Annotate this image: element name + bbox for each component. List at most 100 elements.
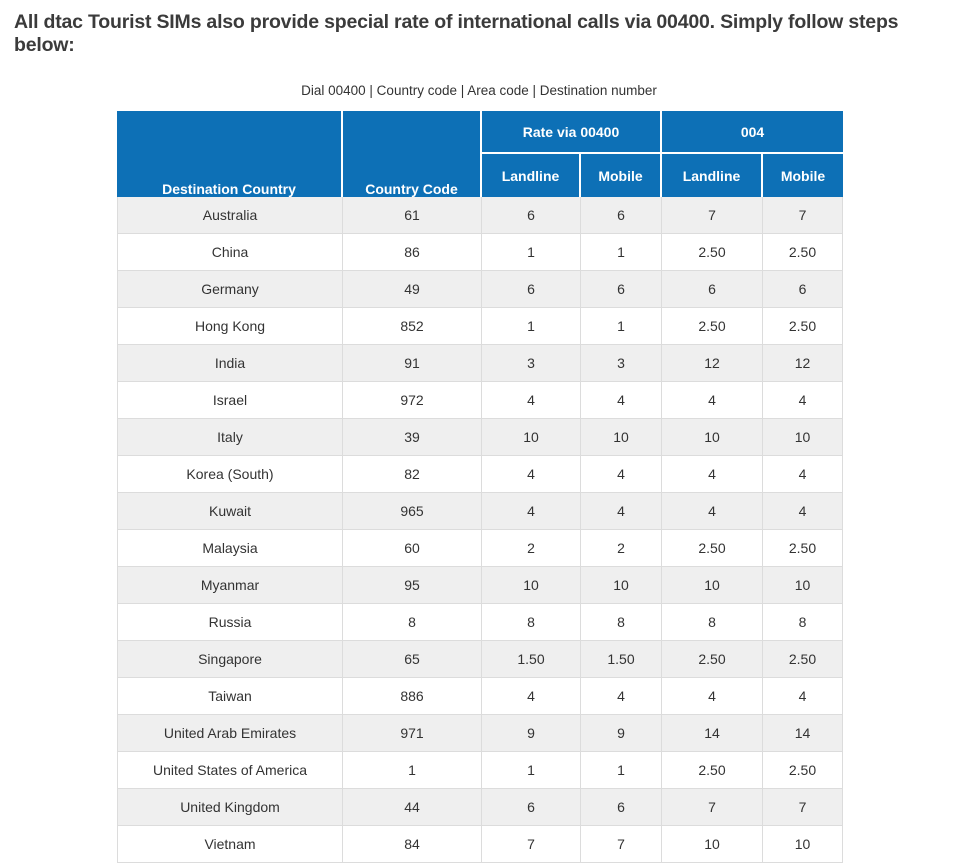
header-004-landline: Landline xyxy=(662,154,763,197)
rate-00400-landline-cell: 1 xyxy=(482,752,581,789)
country-code-cell: 972 xyxy=(343,382,482,419)
rate-004-landline-cell: 4 xyxy=(662,382,763,419)
table-row: Israel 972 4 4 4 4 xyxy=(117,382,844,419)
rate-004-landline-cell: 4 xyxy=(662,493,763,530)
table-row: United States of America 1 1 1 2.50 2.50 xyxy=(117,752,844,789)
rates-table: Destination Country Country Code Rate vi… xyxy=(117,111,844,863)
rate-00400-mobile-cell: 1 xyxy=(581,234,662,271)
rate-00400-landline-cell: 1.50 xyxy=(482,641,581,678)
rates-table-header: Destination Country Country Code Rate vi… xyxy=(117,111,844,197)
rate-00400-landline-cell: 9 xyxy=(482,715,581,752)
country-cell: Israel xyxy=(117,382,343,419)
country-cell: Germany xyxy=(117,271,343,308)
rate-00400-landline-cell: 4 xyxy=(482,493,581,530)
rate-00400-mobile-cell: 8 xyxy=(581,604,662,641)
rate-004-mobile-cell: 4 xyxy=(763,382,844,419)
country-cell: Kuwait xyxy=(117,493,343,530)
rate-00400-landline-cell: 10 xyxy=(482,419,581,456)
rate-00400-mobile-cell: 7 xyxy=(581,826,662,863)
table-row: Kuwait 965 4 4 4 4 xyxy=(117,493,844,530)
country-code-cell: 971 xyxy=(343,715,482,752)
dial-instruction: Dial 00400 | Country code | Area code | … xyxy=(301,83,657,98)
rate-00400-mobile-cell: 1.50 xyxy=(581,641,662,678)
header-country-code: Country Code xyxy=(343,111,482,197)
rate-004-mobile-cell: 10 xyxy=(763,419,844,456)
country-code-cell: 91 xyxy=(343,345,482,382)
country-code-cell: 82 xyxy=(343,456,482,493)
table-row: Italy 39 10 10 10 10 xyxy=(117,419,844,456)
rate-004-landline-cell: 4 xyxy=(662,456,763,493)
table-row: Hong Kong 852 1 1 2.50 2.50 xyxy=(117,308,844,345)
country-cell: China xyxy=(117,234,343,271)
country-cell: Russia xyxy=(117,604,343,641)
rate-00400-mobile-cell: 6 xyxy=(581,197,662,234)
country-code-cell: 49 xyxy=(343,271,482,308)
table-row: Singapore 65 1.50 1.50 2.50 2.50 xyxy=(117,641,844,678)
rate-00400-landline-cell: 6 xyxy=(482,789,581,826)
rate-00400-mobile-cell: 4 xyxy=(581,678,662,715)
rate-00400-landline-cell: 1 xyxy=(482,234,581,271)
rate-004-mobile-cell: 7 xyxy=(763,197,844,234)
rate-004-landline-cell: 10 xyxy=(662,419,763,456)
header-destination-country: Destination Country xyxy=(117,111,343,197)
table-row: United Kingdom 44 6 6 7 7 xyxy=(117,789,844,826)
rate-004-mobile-cell: 12 xyxy=(763,345,844,382)
rate-00400-landline-cell: 7 xyxy=(482,826,581,863)
table-row: China 86 1 1 2.50 2.50 xyxy=(117,234,844,271)
rate-00400-mobile-cell: 4 xyxy=(581,456,662,493)
country-code-cell: 8 xyxy=(343,604,482,641)
rate-004-mobile-cell: 2.50 xyxy=(763,641,844,678)
table-row: Russia 8 8 8 8 8 xyxy=(117,604,844,641)
country-cell: Australia xyxy=(117,197,343,234)
country-code-cell: 84 xyxy=(343,826,482,863)
header-00400-landline: Landline xyxy=(482,154,581,197)
rate-00400-mobile-cell: 9 xyxy=(581,715,662,752)
rate-004-landline-cell: 14 xyxy=(662,715,763,752)
rate-004-mobile-cell: 2.50 xyxy=(763,530,844,567)
rate-004-landline-cell: 8 xyxy=(662,604,763,641)
header-group-rate-via-00400: Rate via 00400 xyxy=(482,111,662,154)
rate-00400-mobile-cell: 4 xyxy=(581,382,662,419)
rate-004-mobile-cell: 7 xyxy=(763,789,844,826)
table-row: Vietnam 84 7 7 10 10 xyxy=(117,826,844,863)
country-code-cell: 965 xyxy=(343,493,482,530)
country-cell: Malaysia xyxy=(117,530,343,567)
country-code-cell: 86 xyxy=(343,234,482,271)
country-code-cell: 61 xyxy=(343,197,482,234)
header-group-004: 004 xyxy=(662,111,844,154)
rate-00400-mobile-cell: 6 xyxy=(581,271,662,308)
rate-00400-landline-cell: 2 xyxy=(482,530,581,567)
rate-004-landline-cell: 6 xyxy=(662,271,763,308)
header-004-mobile: Mobile xyxy=(763,154,844,197)
rate-004-landline-cell: 12 xyxy=(662,345,763,382)
rate-00400-landline-cell: 4 xyxy=(482,382,581,419)
rate-004-landline-cell: 4 xyxy=(662,678,763,715)
rate-00400-landline-cell: 10 xyxy=(482,567,581,604)
rate-00400-mobile-cell: 4 xyxy=(581,493,662,530)
country-cell: United States of America xyxy=(117,752,343,789)
rates-table-body: Australia 61 6 6 7 7 China 86 1 1 2.50 2.50 Germany 4… xyxy=(117,197,844,863)
rate-004-landline-cell: 2.50 xyxy=(662,641,763,678)
table-row: United Arab Emirates 971 9 9 14 14 xyxy=(117,715,844,752)
rate-004-landline-cell: 2.50 xyxy=(662,308,763,345)
rate-004-mobile-cell: 10 xyxy=(763,567,844,604)
header-00400-mobile: Mobile xyxy=(581,154,662,197)
rate-004-mobile-cell: 2.50 xyxy=(763,308,844,345)
country-cell: United Arab Emirates xyxy=(117,715,343,752)
rate-00400-mobile-cell: 10 xyxy=(581,419,662,456)
rate-004-mobile-cell: 8 xyxy=(763,604,844,641)
page-heading: All dtac Tourist SIMs also provide speci… xyxy=(14,11,899,56)
rate-004-landline-cell: 2.50 xyxy=(662,530,763,567)
rate-00400-mobile-cell: 6 xyxy=(581,789,662,826)
rate-004-mobile-cell: 2.50 xyxy=(763,752,844,789)
country-code-cell: 44 xyxy=(343,789,482,826)
rate-00400-landline-cell: 1 xyxy=(482,308,581,345)
rate-004-mobile-cell: 4 xyxy=(763,493,844,530)
rate-004-landline-cell: 10 xyxy=(662,567,763,604)
country-cell: Hong Kong xyxy=(117,308,343,345)
rate-004-mobile-cell: 10 xyxy=(763,826,844,863)
rate-004-mobile-cell: 6 xyxy=(763,271,844,308)
rate-004-landline-cell: 7 xyxy=(662,789,763,826)
rate-00400-landline-cell: 4 xyxy=(482,678,581,715)
rate-00400-landline-cell: 8 xyxy=(482,604,581,641)
